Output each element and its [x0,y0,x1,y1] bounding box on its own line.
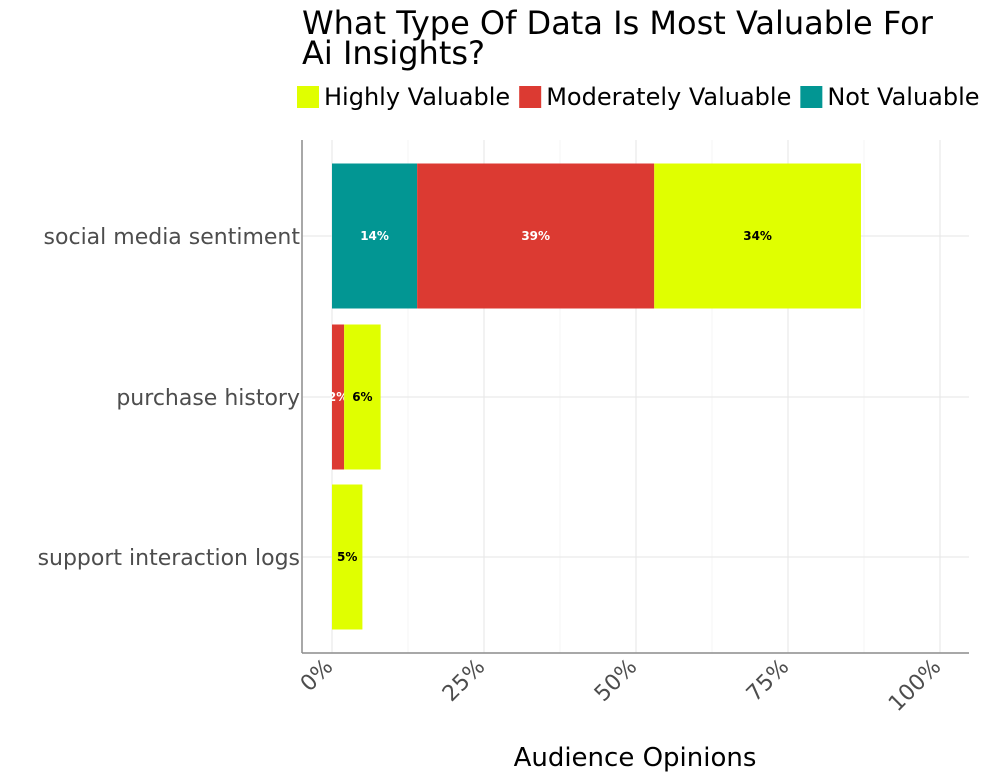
x-tick-label-1: 25% [438,655,490,707]
bar-support-interaction-logs-highly-valuable [332,484,363,630]
legend: Highly Valuable Moderately Valuable Not Va… [297,83,980,111]
legend-label-highly-valuable: Highly Valuable [324,83,510,111]
bar-social-media-sentiment-not-valuable [332,163,418,309]
x-tick-label-0: 0% [296,655,338,697]
bars: 14% 39% 34% 2% 6% 5% [328,163,861,630]
legend-swatch-highly-valuable [297,86,319,108]
bar-label-social-media-sentiment-moderately-valuable: 39% [521,229,550,243]
legend-label-not-valuable: Not Valuable [827,83,979,111]
y-tick-label-purchase-history: purchase history [116,386,300,411]
x-axis-title: Audience Opinions [514,743,757,773]
y-tick-label-support-interaction-logs: support interaction logs [38,546,300,571]
bar-label-purchase-history-moderately-valuable: 2% [328,390,348,404]
bar-social-media-sentiment-moderately-valuable [417,163,655,309]
legend-label-moderately-valuable: Moderately Valuable [546,83,791,111]
x-tick-label-2: 50% [590,655,642,707]
bar-purchase-history-highly-valuable [344,324,381,470]
x-tick-label-4: 100% [884,655,946,717]
chart-title: What Type Of Data Is Most Valuable For A… [302,4,934,72]
y-tick-label-social-media-sentiment: social media sentiment [44,225,301,250]
legend-swatch-moderately-valuable [519,86,542,108]
legend-swatch-not-valuable [800,86,823,108]
bar-label-social-media-sentiment-not-valuable: 14% [360,229,389,243]
x-tick-label-3: 75% [742,655,794,707]
bar-social-media-sentiment-highly-valuable [654,163,861,309]
chart-title-line-1: What Type Of Data Is Most Valuable For [302,4,934,42]
bar-label-support-interaction-logs-highly-valuable: 5% [337,550,357,564]
chart-title-line-2: Ai Insights? [302,34,485,72]
bar-purchase-history-moderately-valuable [332,324,345,470]
bar-label-purchase-history-highly-valuable: 6% [352,390,372,404]
bar-label-social-media-sentiment-highly-valuable: 34% [743,229,772,243]
